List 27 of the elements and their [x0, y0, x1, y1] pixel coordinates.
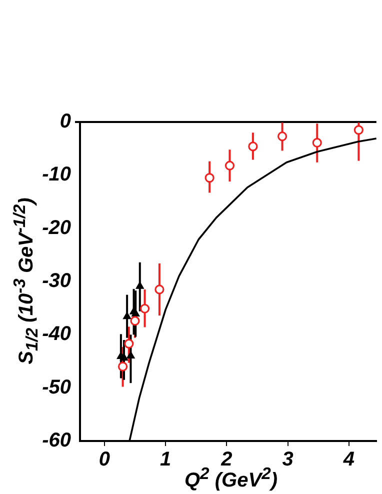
y-tick-label: -20 — [42, 216, 71, 239]
point — [124, 338, 134, 349]
x-tick-label: 3 — [282, 448, 294, 471]
point — [118, 362, 128, 372]
point — [136, 282, 144, 289]
point — [132, 310, 140, 316]
x-tick-label: 4 — [342, 448, 354, 471]
y-tick-label: -30 — [42, 270, 71, 292]
x-tick-label: 0 — [98, 448, 110, 471]
y-tick-label: -40 — [42, 323, 71, 346]
y-tick-label: -10 — [42, 164, 71, 186]
point — [140, 304, 150, 314]
y-tick-label: 0 — [60, 110, 71, 133]
point — [204, 173, 214, 183]
y-tick-label: -50 — [42, 376, 71, 398]
point — [130, 316, 140, 326]
point — [354, 125, 364, 135]
point — [248, 142, 258, 152]
point — [277, 132, 288, 142]
point — [120, 354, 128, 361]
point — [312, 138, 322, 148]
point — [126, 352, 135, 358]
point — [154, 284, 164, 294]
point — [224, 160, 235, 170]
x-tick-label: 1 — [160, 448, 172, 471]
y-tick-label: -60 — [42, 430, 71, 452]
point — [123, 312, 131, 320]
